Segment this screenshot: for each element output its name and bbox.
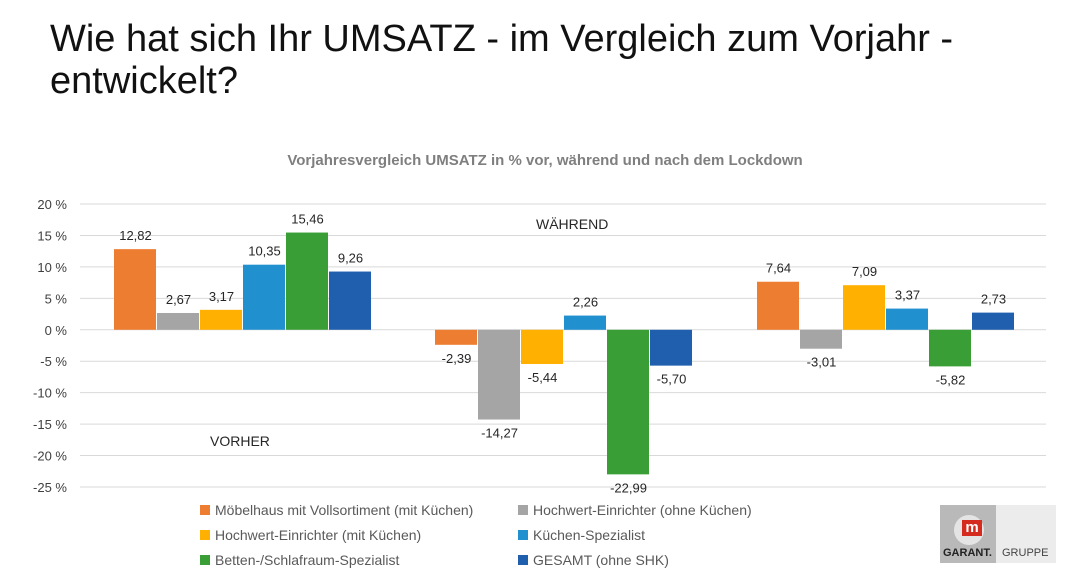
bar — [435, 329, 477, 345]
bar — [200, 309, 242, 330]
logo-right-panel — [996, 505, 1056, 563]
legend-item: Hochwert-Einrichter (ohne Küchen) — [518, 501, 836, 519]
data-label: 2,26 — [573, 295, 598, 310]
bar — [607, 329, 649, 475]
legend-label: Küchen-Spezialist — [533, 527, 646, 543]
legend-item: Hochwert-Einrichter (mit Küchen) — [200, 526, 518, 544]
chart-annotation: WÄHREND — [536, 216, 608, 232]
data-label: -2,39 — [442, 351, 472, 366]
bar — [972, 312, 1014, 330]
data-label: 9,26 — [338, 251, 363, 266]
chart-legend: Möbelhaus mit Vollsortiment (mit Küchen)… — [200, 501, 840, 569]
logo-m-icon: m — [962, 520, 982, 536]
legend-item: Möbelhaus mit Vollsortiment (mit Küchen) — [200, 501, 518, 519]
data-label: 2,73 — [981, 292, 1006, 307]
logo-suffix: GRUPPE — [1002, 547, 1049, 559]
page-title-line-1: Wie hat sich Ihr UMSATZ - im Vergleich z… — [50, 18, 954, 60]
data-label: 3,17 — [209, 289, 234, 304]
legend-swatch — [200, 530, 210, 540]
bar — [478, 329, 520, 420]
bar — [286, 232, 328, 330]
data-label: 12,82 — [119, 228, 152, 243]
legend-swatch — [518, 530, 528, 540]
legend-label: Möbelhaus mit Vollsortiment (mit Küchen) — [215, 502, 474, 518]
logo-mark-panel: m — [940, 505, 996, 563]
legend-swatch — [518, 505, 528, 515]
legend-swatch — [200, 505, 210, 515]
y-tick-label: -10 % — [33, 386, 67, 401]
data-label: -22,99 — [610, 480, 647, 495]
bar — [800, 329, 842, 349]
chart-annotation: VORHER — [210, 433, 270, 449]
data-label: -5,82 — [936, 372, 966, 387]
y-tick-label: 0 % — [45, 323, 68, 338]
bar — [243, 264, 285, 330]
garant-logo: m GARANT. GRUPPE — [940, 505, 1056, 563]
data-label: 7,64 — [766, 261, 791, 276]
logo-brand: GARANT. — [943, 547, 992, 559]
legend-label: GESAMT (ohne SHK) — [533, 552, 669, 568]
legend-label: Hochwert-Einrichter (ohne Küchen) — [533, 502, 752, 518]
bar — [843, 285, 885, 330]
page-title: Wie hat sich Ihr UMSATZ - im Vergleich z… — [50, 18, 1050, 102]
data-label: -3,01 — [807, 355, 837, 370]
bar — [521, 329, 563, 364]
bar — [564, 315, 606, 330]
data-label: -5,44 — [528, 370, 558, 385]
y-tick-label: -25 % — [33, 480, 67, 495]
legend-label: Hochwert-Einrichter (mit Küchen) — [215, 527, 422, 543]
y-tick-label: 5 % — [45, 291, 68, 306]
data-label: 15,46 — [291, 212, 324, 227]
y-tick-label: 15 % — [37, 228, 67, 243]
legend-swatch — [200, 555, 210, 565]
bar — [329, 271, 371, 330]
data-label: 10,35 — [248, 244, 281, 259]
bar — [757, 281, 799, 330]
y-tick-label: -20 % — [33, 449, 67, 464]
legend-swatch — [518, 555, 528, 565]
y-tick-label: -5 % — [40, 354, 67, 369]
y-tick-label: 20 % — [37, 197, 67, 212]
bar — [114, 249, 156, 330]
legend-label: Betten-/Schlafraum-Spezialist — [215, 552, 400, 568]
data-label: 3,37 — [895, 288, 920, 303]
data-label: -5,70 — [657, 372, 687, 387]
data-label: 2,67 — [166, 292, 191, 307]
legend-item: GESAMT (ohne SHK) — [518, 551, 836, 569]
chart-title: Vorjahresvergleich UMSATZ in % vor, währ… — [287, 152, 802, 169]
data-label: -14,27 — [481, 426, 518, 441]
bar — [650, 329, 692, 366]
bar — [886, 308, 928, 330]
y-tick-label: 10 % — [37, 260, 67, 275]
legend-item: Küchen-Spezialist — [518, 526, 836, 544]
data-label: 7,09 — [852, 264, 877, 279]
bar — [157, 312, 199, 330]
bar — [929, 329, 971, 367]
y-tick-label: -15 % — [33, 417, 67, 432]
page-title-line-2: entwickelt? — [50, 60, 238, 102]
legend-item: Betten-/Schlafraum-Spezialist — [200, 551, 518, 569]
